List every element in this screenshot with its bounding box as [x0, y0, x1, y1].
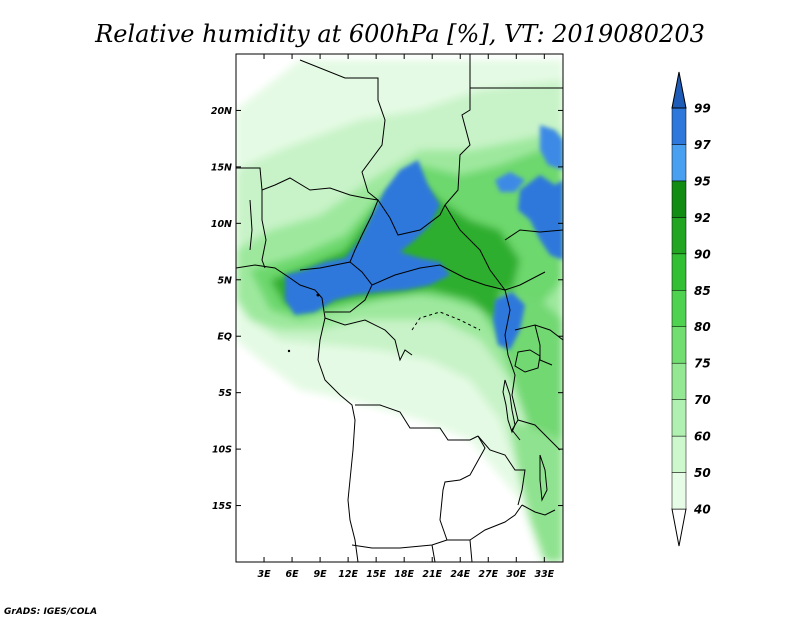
lon-tick-label: 33E [534, 569, 554, 580]
map-frame [235, 53, 564, 563]
border-north-2 [444, 54, 471, 206]
lat-tick-label: 5S [219, 388, 233, 399]
lon-tick-label: 27E [478, 569, 498, 580]
border-car [371, 264, 506, 291]
colorbar-segment [671, 144, 687, 182]
humidity-zone-blue-east-2 [540, 125, 563, 170]
colorbar-label: 60 [694, 430, 711, 444]
colorbar: 40 50 60 70 75 80 85 90 92 95 97 99 [671, 71, 711, 547]
colorbar-label: 92 [694, 211, 711, 225]
border-botswana [469, 539, 473, 562]
lat-tick-label: 10N [211, 219, 232, 230]
border-west-2 [249, 199, 253, 251]
humidity-zone-southeast [510, 420, 563, 562]
border-sudan [444, 204, 546, 291]
credit-label: GrADS: IGES/COLA [4, 607, 97, 617]
colorbar-label: 75 [694, 357, 711, 371]
colorbar-label: 85 [694, 284, 711, 298]
colorbar-segment [671, 326, 687, 364]
colorbar-label: 70 [694, 393, 711, 407]
coastline-west [236, 264, 359, 562]
colorbar-label: 99 [694, 102, 711, 116]
colorbar-label: 97 [694, 138, 711, 152]
map-panel [236, 54, 563, 562]
lon-tick-label: 12E [338, 569, 358, 580]
country-borders [236, 54, 563, 562]
lon-tick-label: 15E [366, 569, 386, 580]
colorbar-segment [671, 290, 687, 327]
humidity-field [236, 60, 563, 562]
colorbar-segment [671, 180, 687, 218]
colorbar-segment [671, 362, 687, 400]
lat-tick-label: 15S [212, 501, 232, 512]
colorbar-segment [671, 435, 687, 473]
border-cameroon [325, 261, 373, 313]
lon-tick-label: 6E [286, 569, 300, 580]
colorbar-label: 95 [694, 174, 711, 188]
lake-malawi [539, 454, 548, 502]
page-title: Relative humidity at 600hPa [%], VT: 201… [94, 20, 705, 48]
border-angola-south [351, 539, 448, 549]
colorbar-segment [671, 107, 687, 145]
island-sao-tome [287, 349, 291, 353]
colorbar-segment [671, 253, 687, 291]
colorbar-segment [671, 399, 687, 437]
border-zambia [447, 504, 523, 541]
lon-tick-label: 9E [314, 569, 328, 580]
lat-tick-label: 15N [211, 162, 232, 173]
colorbar-segment [671, 472, 687, 510]
border-nigeria [261, 177, 379, 271]
lat-tick-label: EQ [217, 332, 232, 343]
colorbar-label: 50 [694, 466, 711, 480]
border-uganda [514, 324, 563, 341]
lat-tick-label: 5N [217, 275, 232, 286]
lat-tick-label: 10S [212, 445, 232, 456]
border-chad [377, 199, 446, 236]
humidity-zone-blue-central [285, 160, 450, 315]
lat-tick-label: 20N [211, 106, 232, 117]
border-west-1 [236, 167, 267, 269]
border-angola-north [355, 404, 479, 441]
border-angola-east [439, 435, 486, 541]
lon-axis: 3E 6E 9E 12E 15E 18E 21E 24E 27E 30E 33E [257, 54, 555, 580]
colorbar-end-low [671, 508, 687, 547]
border-tanzania [517, 419, 561, 451]
colorbar-label: 40 [693, 503, 711, 517]
colorbar-segment [671, 217, 687, 255]
colorbar-label: 80 [694, 320, 711, 334]
border-drc-south [477, 435, 526, 506]
lon-tick-label: 3E [257, 569, 271, 580]
border-namibia [431, 544, 436, 562]
lon-tick-label: 30E [506, 569, 526, 580]
lake-tanganyika [502, 379, 516, 434]
island-bioko [316, 293, 320, 297]
lon-tick-label: 24E [450, 569, 470, 580]
colorbar-end-high [671, 71, 687, 109]
border-mozambique [521, 504, 556, 516]
lon-tick-label: 21E [422, 569, 442, 580]
humidity-zone-blue-east [518, 175, 563, 260]
colorbar-label: 90 [694, 247, 711, 261]
lake-victoria [514, 349, 541, 373]
border-kenya [534, 324, 553, 366]
humidity-zone-blue-north [495, 172, 525, 192]
lon-tick-label: 18E [394, 569, 414, 580]
border-north-1 [299, 59, 386, 201]
humidity-zone-blue-lakes [493, 292, 525, 350]
border-congo [324, 317, 413, 362]
lat-axis: 20N 15N 10N 5N EQ 5S 10S 15S [211, 106, 563, 512]
islands [287, 293, 320, 353]
border-ethiopia [504, 229, 563, 241]
